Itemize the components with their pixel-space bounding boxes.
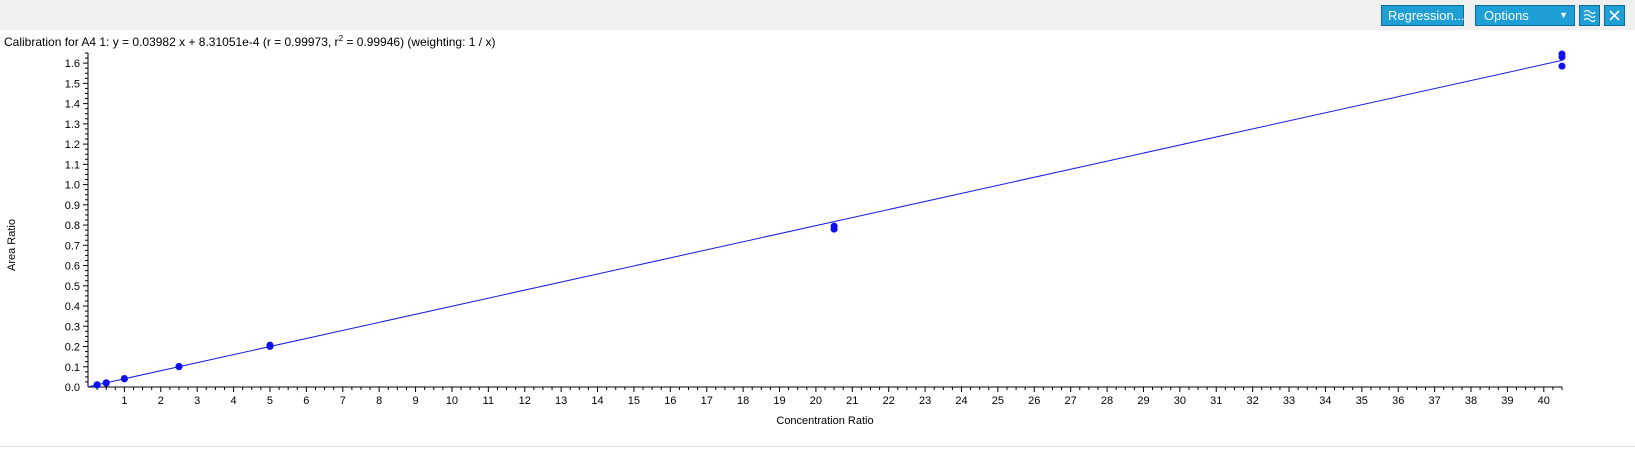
y-tick-label: 0.0 xyxy=(65,382,80,394)
x-tick-label: 10 xyxy=(446,395,458,407)
caption-prefix: Calibration for A4 1: y = 0.03982 x + 8.… xyxy=(4,35,339,49)
data-point xyxy=(175,362,183,370)
x-tick-label: 37 xyxy=(1428,395,1440,407)
y-tick-label: 1.0 xyxy=(65,180,80,192)
y-tick-label: 0.9 xyxy=(65,200,80,212)
x-tick-label: 21 xyxy=(846,395,858,407)
chart-style-button[interactable] xyxy=(1579,5,1600,26)
x-tick-label: 22 xyxy=(883,395,895,407)
caption-superscript: 2 xyxy=(338,34,344,43)
x-tick-label: 17 xyxy=(701,395,713,407)
y-tick-label: 0.6 xyxy=(65,261,80,273)
x-tick-label: 36 xyxy=(1392,395,1404,407)
chart-style-icon xyxy=(1583,9,1596,23)
x-tick-label: 40 xyxy=(1538,395,1550,407)
x-tick-label: 2 xyxy=(158,395,164,407)
calibration-caption: Calibration for A4 1: y = 0.03982 x + 8.… xyxy=(4,34,495,49)
x-tick-label: 31 xyxy=(1210,395,1222,407)
data-point xyxy=(1558,62,1566,70)
data-point xyxy=(1558,50,1566,58)
x-tick-label: 27 xyxy=(1065,395,1077,407)
y-tick-label: 0.3 xyxy=(65,321,80,333)
data-point xyxy=(93,381,101,389)
regression-button[interactable]: Regression... xyxy=(1381,5,1465,26)
x-tick-label: 35 xyxy=(1356,395,1368,407)
regression-line xyxy=(87,59,1563,388)
y-tick-label: 1.1 xyxy=(65,159,80,171)
x-tick-label: 33 xyxy=(1283,395,1295,407)
data-point xyxy=(120,374,128,382)
x-tick-label: 25 xyxy=(992,395,1004,407)
x-tick-label: 11 xyxy=(483,395,494,407)
x-tick-label: 16 xyxy=(664,395,676,407)
y-tick-label: 0.5 xyxy=(65,281,80,293)
x-tick-label: 24 xyxy=(955,395,967,407)
y-tick-label: 1.5 xyxy=(65,78,80,90)
x-tick-label: 23 xyxy=(919,395,931,407)
y-tick-label: 0.7 xyxy=(65,240,80,252)
data-point xyxy=(830,222,838,230)
options-dropdown[interactable]: Options ▼ xyxy=(1475,5,1575,26)
x-tick-label: 13 xyxy=(555,395,567,407)
x-tick-label: 34 xyxy=(1319,395,1331,407)
x-tick-label: 3 xyxy=(194,395,200,407)
y-tick-label: 0.8 xyxy=(65,220,80,232)
y-tick-label: 0.4 xyxy=(65,301,80,313)
x-tick-label: 30 xyxy=(1174,395,1186,407)
x-tick-label: 1 xyxy=(121,395,127,407)
x-tick-label: 20 xyxy=(810,395,822,407)
options-label: Options xyxy=(1484,8,1529,23)
y-tick-label: 1.2 xyxy=(65,139,80,151)
data-point xyxy=(266,341,274,349)
x-tick-label: 28 xyxy=(1101,395,1113,407)
x-tick-label: 6 xyxy=(303,395,309,407)
x-tick-label: 15 xyxy=(628,395,640,407)
x-axis-label: Concentration Ratio xyxy=(776,415,873,427)
data-point xyxy=(102,379,110,387)
x-tick-label: 4 xyxy=(231,395,237,407)
y-axis-label: Area Ratio xyxy=(6,219,18,271)
x-tick-label: 39 xyxy=(1501,395,1513,407)
y-tick-label: 1.4 xyxy=(65,99,80,111)
close-icon xyxy=(1609,10,1620,21)
y-tick-label: 0.2 xyxy=(65,342,80,354)
x-tick-label: 12 xyxy=(519,395,531,407)
x-tick-label: 38 xyxy=(1465,395,1477,407)
x-tick-label: 9 xyxy=(412,395,418,407)
chevron-down-icon: ▼ xyxy=(1559,10,1568,20)
y-tick-label: 1.3 xyxy=(65,119,80,131)
x-tick-label: 19 xyxy=(773,395,785,407)
y-tick-label: 1.6 xyxy=(65,58,80,70)
x-tick-label: 26 xyxy=(1028,395,1040,407)
close-button[interactable] xyxy=(1604,5,1625,26)
x-tick-label: 5 xyxy=(267,395,273,407)
y-tick-label: 0.1 xyxy=(65,362,80,374)
caption-suffix: = 0.99946) (weighting: 1 / x) xyxy=(343,35,496,49)
x-tick-label: 29 xyxy=(1137,395,1149,407)
toolbar xyxy=(0,0,1635,30)
bottom-divider xyxy=(0,446,1635,447)
calibration-chart: 1 2 3 4 5 6 7 8 9 10 11 12 13 14 15 16 17 18 19 20 21 22 23 24 2… xyxy=(6,50,1566,427)
x-tick-label: 8 xyxy=(376,395,382,407)
x-tick-label: 32 xyxy=(1247,395,1259,407)
x-tick-label: 18 xyxy=(737,395,749,407)
x-tick-label: 7 xyxy=(340,395,346,407)
x-tick-label: 14 xyxy=(591,395,603,407)
